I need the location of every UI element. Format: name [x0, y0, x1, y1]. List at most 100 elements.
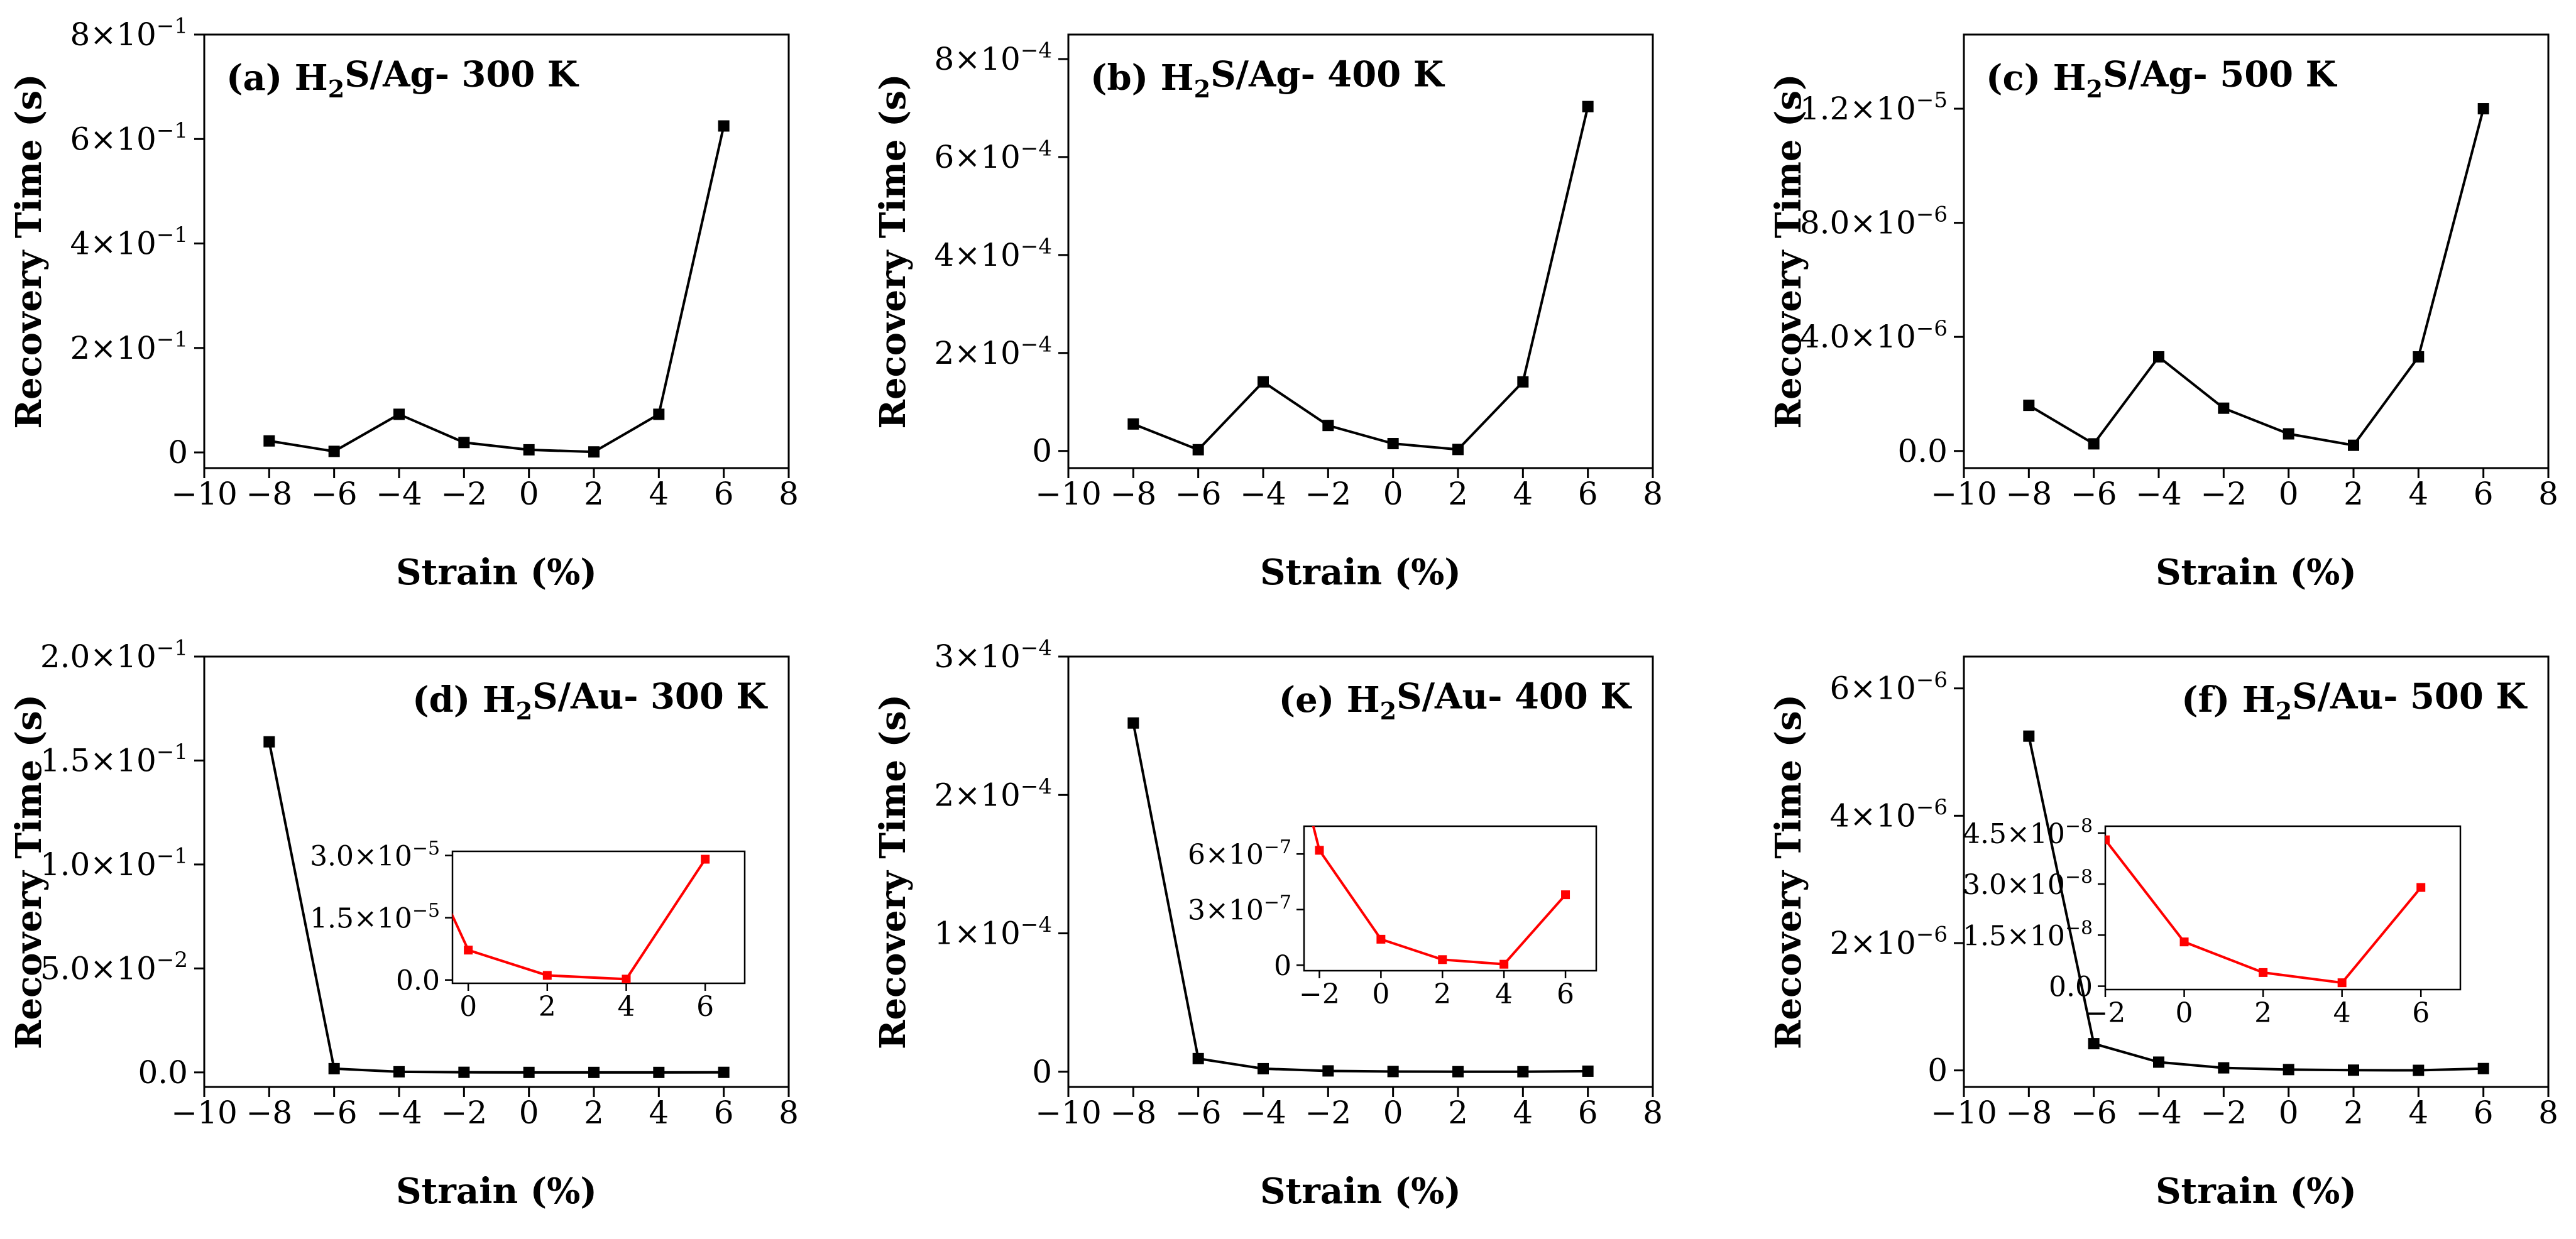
x-tick-label: 6 [2474, 1094, 2494, 1131]
data-point [2218, 402, 2230, 414]
data-point [328, 1062, 340, 1074]
y-tick-label: 0.0 [1897, 433, 1948, 469]
data-point [718, 1066, 730, 1078]
series-inset [452, 854, 710, 983]
tick-exponent: −1 [156, 222, 188, 248]
y-tick-label: 2×10−1 [70, 327, 188, 366]
data-point [393, 1066, 405, 1078]
x-tick-label: 8 [779, 1094, 799, 1131]
x-tick-label: −8 [2005, 476, 2052, 512]
inset-y-tick-label: 4.5×10−8 [1963, 815, 2093, 849]
y-tick-label: 1×10−4 [934, 912, 1052, 951]
tick-mantissa: 0 [1032, 1054, 1052, 1090]
x-tick-label: 6 [1578, 1094, 1598, 1131]
y-tick-label: 3×10−4 [934, 636, 1052, 675]
x-tick-label: 6 [714, 1094, 734, 1131]
y-tick-label: 4×10−6 [1830, 795, 1948, 834]
x-axis-label: Strain (%) [396, 1171, 597, 1212]
y-tick-label: 0 [1032, 1054, 1052, 1090]
x-tick-label: 0 [2279, 1094, 2299, 1131]
x-tick-label: −6 [2071, 476, 2117, 512]
x-tick-label: −10 [1931, 1094, 1997, 1131]
tick-mantissa: 1×10 [934, 915, 1021, 952]
series-main [263, 120, 730, 458]
data-point [263, 736, 275, 748]
data-point [1452, 444, 1464, 456]
plot-frame [1067, 655, 1654, 1088]
data-point [1322, 420, 1334, 432]
y-tick-label: 6×10−6 [1830, 667, 1948, 706]
tick-mantissa: 0 [168, 434, 188, 471]
data-point [653, 408, 665, 420]
tick-exponent: −6 [1916, 316, 1948, 341]
tick-mantissa: 0.0 [1897, 433, 1948, 469]
x-tick-label: 2 [1448, 1094, 1468, 1131]
y-tick-label: 4×10−1 [70, 222, 188, 261]
x-axis-label: Strain (%) [396, 552, 597, 593]
x-tick-label: 4 [2408, 1094, 2428, 1131]
y-tick-label: 8×10−4 [934, 38, 1052, 77]
plot-frame [1067, 33, 1654, 469]
x-tick-label: 2 [584, 476, 604, 512]
tick-mantissa: 6×10 [934, 139, 1021, 175]
tick-mantissa: 0.0 [2049, 971, 2093, 1003]
series-line [269, 126, 725, 454]
x-tick-label: −8 [1110, 1094, 1156, 1131]
title-text: (d) H [412, 679, 516, 721]
title-text: S/Au- 300 K [532, 675, 768, 717]
tick-mantissa: 0 [1032, 433, 1052, 469]
inset-x-tick-label: 2 [2254, 997, 2272, 1029]
inset-x-tick-label: 2 [539, 991, 556, 1023]
x-tick-label: −8 [246, 476, 292, 512]
inset-y-tick-label: 0.0 [396, 964, 440, 996]
x-tick-label: 8 [2538, 1094, 2558, 1131]
tick-mantissa: 0.0 [138, 1054, 188, 1091]
x-tick-label: −10 [1035, 1094, 1102, 1131]
x-tick-label: 0 [519, 476, 539, 512]
x-tick-label: −4 [376, 1094, 422, 1131]
series-line [268, 741, 724, 1074]
panel-d: −10 −8 −6 −4 −2 0 2 4 6 80.05.0×10−21.0×10−11.5×1… [8, 636, 799, 1212]
tick-mantissa: 3×10 [1188, 894, 1264, 926]
y-tick-label: 8×10−1 [70, 14, 188, 53]
inset-d: 0 2 4 60.01.5×10−53.0×10−5 [310, 838, 746, 1023]
x-tick-label: −2 [1305, 476, 1351, 512]
data-point [2348, 439, 2359, 451]
tick-exponent: −5 [1916, 88, 1948, 113]
inset-x-tick-label: 0 [1372, 978, 1389, 1010]
y-tick-label: 4.0×10−6 [1800, 316, 1948, 355]
data-point [2413, 1064, 2425, 1076]
x-tick-label: −8 [1110, 476, 1156, 512]
tick-exponent: −6 [1916, 922, 1948, 947]
y-tick-label: 0 [1927, 1052, 1948, 1089]
series-main [2023, 103, 2489, 451]
data-point [588, 446, 600, 458]
data-point [1192, 1052, 1204, 1064]
tick-mantissa: 3.0×10 [310, 840, 412, 872]
inset-f: −2 0 2 4 60.01.5×10−83.0×10−84.5×10−8 [1963, 815, 2462, 1029]
y-tick-label: 6×10−1 [70, 118, 188, 157]
x-tick-label: 4 [649, 476, 669, 512]
panel-e: −10 −8 −6 −4 −2 0 2 4 6 801×10−42×10−43×10−4Strai… [872, 636, 1663, 1212]
x-tick-label: 8 [779, 476, 799, 512]
x-tick-label: −4 [376, 476, 422, 512]
inset-x-tick-label: −2 [1299, 978, 1340, 1010]
x-tick-label: −2 [441, 1094, 487, 1131]
x-tick-label: −6 [311, 476, 358, 512]
data-point [2283, 1064, 2294, 1076]
x-axis-label: Strain (%) [2156, 1171, 2357, 1212]
series-line [1132, 106, 1589, 452]
tick-exponent: −1 [156, 844, 188, 869]
y-tick-label: 8.0×10−6 [1800, 202, 1948, 241]
x-tick-label: −10 [1035, 476, 1102, 512]
data-point [1517, 1066, 1529, 1078]
title-subscript: 2 [2276, 697, 2293, 725]
data-point [2023, 400, 2035, 412]
panel-b: −10 −8 −6 −4 −2 0 2 4 6 802×10−44×10−46×10−48×10−… [872, 33, 1663, 593]
data-point [2153, 1056, 2164, 1068]
y-axis-label: Recovery Time (s) [8, 694, 50, 1049]
data-point [2088, 1038, 2100, 1050]
data-point [328, 445, 340, 457]
series-inset [2105, 835, 2426, 988]
data-point [2088, 438, 2100, 450]
